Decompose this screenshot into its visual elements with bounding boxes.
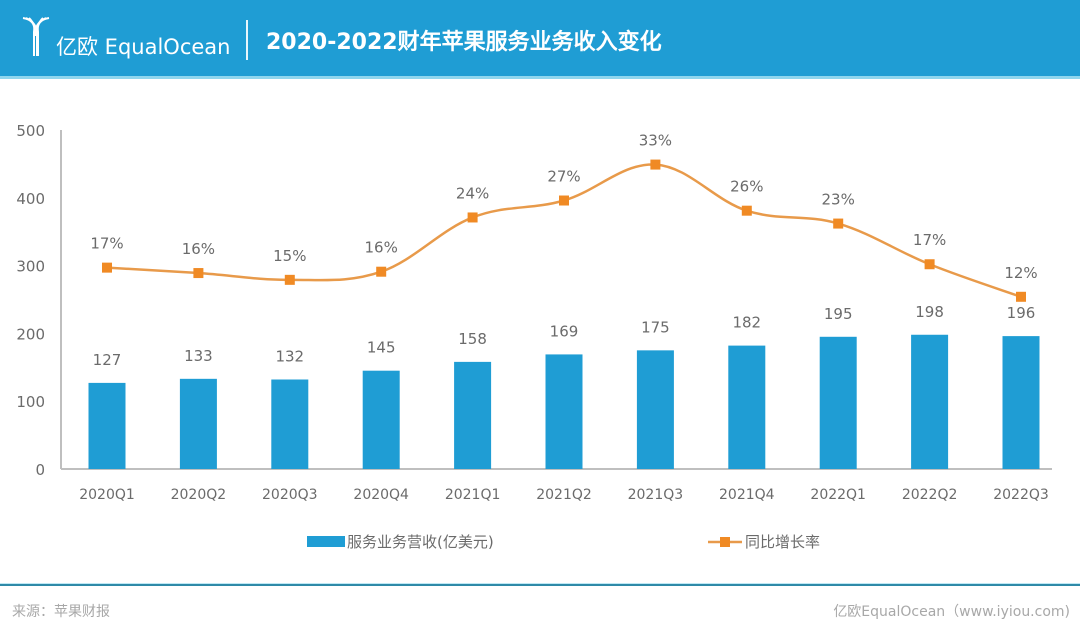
- x-tick-label: 2021Q4: [719, 487, 775, 503]
- growth-marker: [741, 205, 752, 216]
- growth-value-label: 27%: [547, 168, 580, 186]
- growth-value-label: 17%: [90, 235, 123, 253]
- growth-value-label: 17%: [913, 231, 946, 249]
- bar: [819, 336, 857, 469]
- growth-rate-data-labels: 17% 16% 15% 16% 24% 27% 33% 26% 23% 17% 12%: [90, 132, 1037, 282]
- source-note: 来源：苹果财报: [12, 604, 110, 620]
- x-tick-label: 2022Q2: [902, 487, 958, 503]
- bar: [88, 382, 126, 469]
- growth-value-label: 12%: [1004, 264, 1037, 282]
- bar-value-label: 133: [184, 347, 213, 365]
- credit-note: 亿欧EqualOcean（www.iyiou.com): [833, 604, 1070, 620]
- growth-marker: [376, 266, 387, 277]
- x-tick-label: 2020Q3: [262, 487, 318, 503]
- bar: [271, 379, 309, 469]
- growth-value-label: 15%: [273, 247, 306, 265]
- x-tick-label: 2022Q1: [810, 487, 866, 503]
- legend-bar-swatch: [307, 536, 345, 547]
- chart: 0 100 200 300 400 500 127 133 132 145 158 169 175 18…: [16, 122, 1052, 551]
- bar-value-label: 175: [641, 318, 670, 336]
- growth-marker: [1016, 291, 1026, 302]
- legend-bar-label: 服务业务营收(亿美元): [347, 533, 494, 551]
- growth-value-label: 24%: [456, 184, 489, 202]
- growth-value-label: 23%: [822, 191, 855, 209]
- bar: [911, 334, 949, 469]
- x-tick-label: 2020Q4: [353, 487, 409, 503]
- legend: 服务业务营收(亿美元) 同比增长率: [307, 533, 820, 551]
- bar: [636, 350, 674, 469]
- growth-marker: [284, 274, 295, 285]
- bar-data-labels: 127 133 132 145 158 169 175 182 195 198 196: [93, 303, 1036, 369]
- x-tick-label: 2021Q1: [445, 487, 501, 503]
- x-tick-label: 2022Q3: [993, 487, 1049, 503]
- bar-value-label: 182: [732, 314, 761, 332]
- growth-value-label: 16%: [182, 240, 215, 258]
- growth-value-label: 33%: [639, 132, 672, 150]
- x-tick-label: 2020Q1: [79, 487, 135, 503]
- bar-value-label: 127: [93, 351, 122, 369]
- x-tick-label: 2020Q2: [171, 487, 227, 503]
- bar-value-label: 158: [458, 330, 487, 348]
- header-divider: [246, 20, 248, 60]
- footer-divider: [0, 584, 1080, 586]
- bar-value-label: 169: [550, 322, 579, 340]
- growth-marker: [650, 159, 661, 170]
- bar-value-label: 145: [367, 339, 396, 357]
- x-tick-label: 2021Q3: [628, 487, 684, 503]
- growth-marker: [467, 212, 478, 223]
- bar: [362, 370, 400, 469]
- growth-value-label: 26%: [730, 178, 763, 196]
- bar: [728, 345, 766, 469]
- y-tick-label: 100: [16, 393, 45, 411]
- bar-value-label: 132: [275, 348, 304, 366]
- y-tick-label: 0: [35, 461, 45, 479]
- header-banner: 亿欧 EqualOcean 2020-2022财年苹果服务业务收入变化: [0, 0, 1080, 79]
- growth-marker: [559, 195, 569, 206]
- growth-value-label: 16%: [365, 239, 398, 257]
- bar: [454, 361, 492, 469]
- y-tick-label: 500: [16, 122, 45, 140]
- chart-title: 2020-2022财年苹果服务业务收入变化: [266, 30, 662, 55]
- bar-series: [88, 334, 1040, 469]
- growth-marker: [924, 259, 935, 270]
- equalocean-logo-icon: [22, 17, 50, 56]
- y-axis-ticks: 0 100 200 300 400 500: [16, 122, 45, 479]
- y-tick-label: 300: [16, 258, 45, 276]
- x-axis-tick-labels: 2020Q1 2020Q2 2020Q3 2020Q4 2021Q1 2021Q2 2021…: [79, 487, 1049, 503]
- growth-marker: [833, 218, 844, 229]
- bar-value-label: 198: [915, 303, 944, 321]
- bar: [1002, 336, 1040, 469]
- legend-line-label: 同比增长率: [745, 533, 820, 551]
- bar: [545, 354, 583, 469]
- bar: [179, 378, 217, 469]
- y-tick-label: 200: [16, 325, 45, 343]
- growth-rate-markers: [102, 159, 1026, 302]
- growth-marker: [102, 262, 112, 273]
- logo-text: 亿欧 EqualOcean: [56, 35, 231, 59]
- y-tick-label: 400: [16, 190, 45, 208]
- growth-marker: [193, 268, 204, 279]
- bar-value-label: 196: [1007, 304, 1036, 322]
- legend-line-marker: [720, 537, 730, 547]
- bar-value-label: 195: [824, 305, 853, 323]
- x-tick-label: 2021Q2: [536, 487, 592, 503]
